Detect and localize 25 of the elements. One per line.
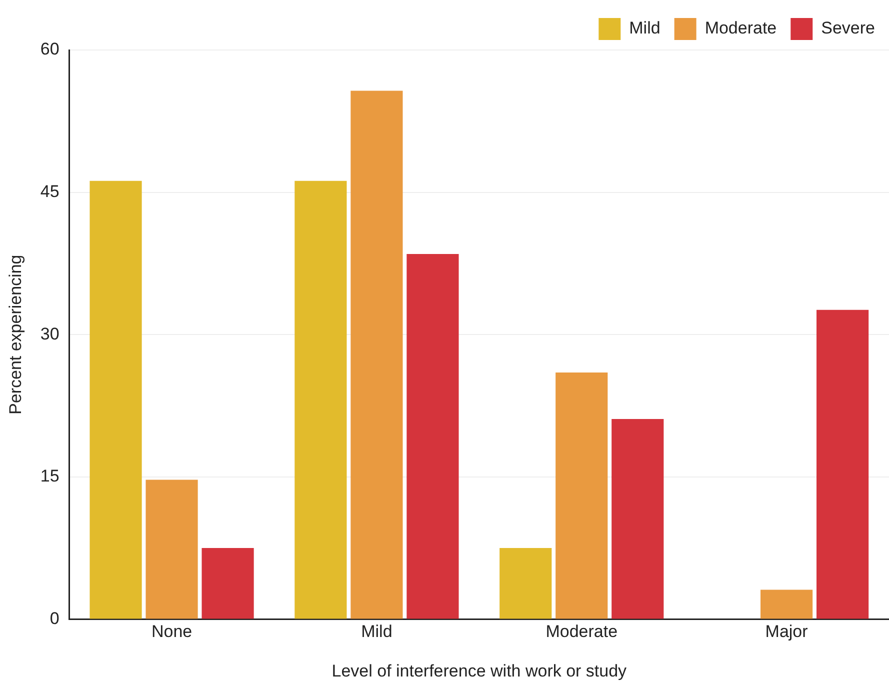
- bar: [816, 310, 869, 619]
- legend-label: Moderate: [704, 18, 777, 38]
- bar: [406, 254, 459, 619]
- bar: [500, 548, 552, 619]
- bar: [202, 548, 254, 619]
- bar: [146, 480, 198, 619]
- y-tick-label: 60: [40, 40, 60, 59]
- y-axis-title: Percent experiencing: [6, 254, 25, 414]
- bar: [294, 180, 347, 619]
- x-tick-label: Major: [765, 622, 808, 642]
- y-tick-label: 30: [40, 324, 60, 344]
- legend-label: Severe: [821, 18, 876, 38]
- bar: [90, 180, 142, 619]
- bar: [760, 590, 813, 619]
- bar: [556, 372, 608, 619]
- legend-label: Mild: [629, 18, 660, 38]
- bar: [612, 419, 664, 619]
- x-tick-label: Mild: [361, 622, 392, 642]
- y-tick-label: 0: [50, 608, 60, 628]
- x-tick-label: Moderate: [546, 622, 618, 642]
- x-tick-label: None: [151, 622, 192, 642]
- bar: [350, 90, 403, 619]
- y-tick-label: 45: [40, 182, 60, 201]
- x-axis-title: Level of interference with work or study: [332, 661, 628, 680]
- y-tick-label: 15: [40, 466, 60, 486]
